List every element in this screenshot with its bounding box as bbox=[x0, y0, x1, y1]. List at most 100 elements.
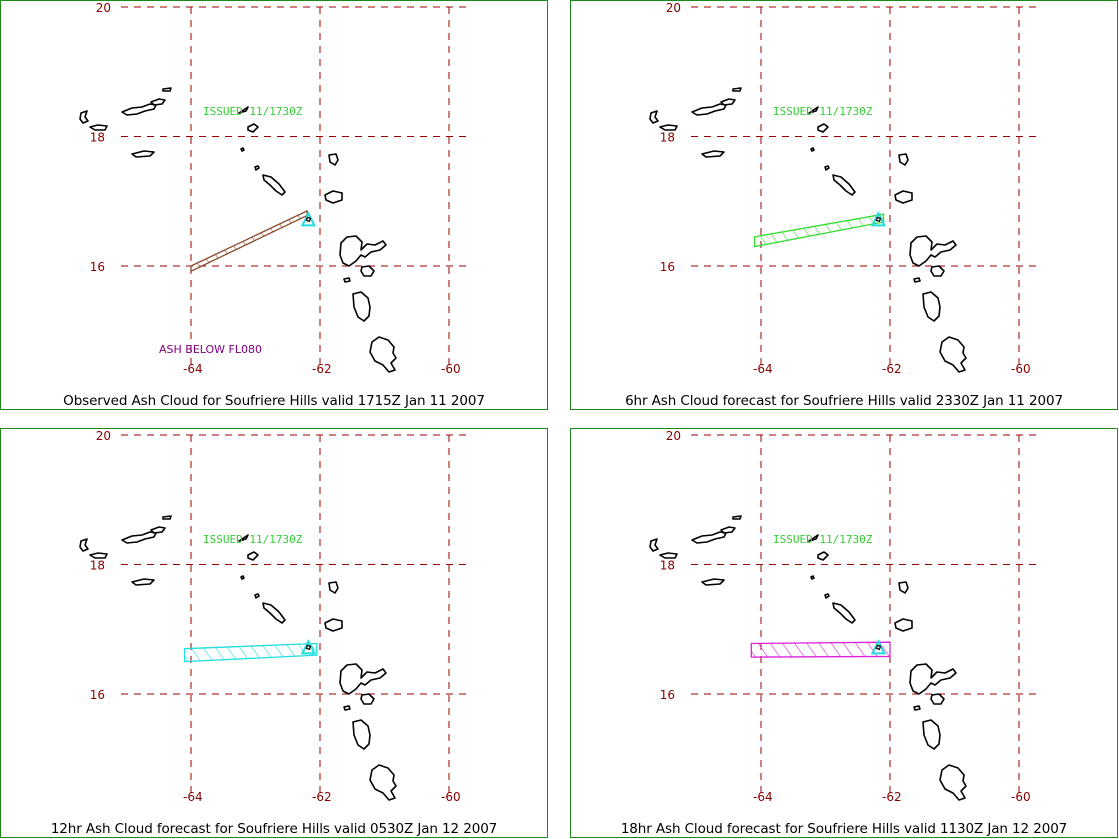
lat-label: 16 bbox=[90, 688, 105, 702]
volcano-marker bbox=[870, 211, 887, 227]
island-st-thomas bbox=[79, 538, 89, 552]
island-st-kitts bbox=[262, 174, 286, 196]
island-st-thomas bbox=[649, 110, 659, 124]
map-18hr-forecast: 20 18 16 -64 -62 -60 ISSUED 11/1730Z bbox=[649, 429, 1039, 804]
lat-label: 20 bbox=[96, 429, 111, 443]
island-dominica bbox=[352, 719, 371, 750]
island-st-kitts bbox=[832, 174, 856, 196]
lat-label: 20 bbox=[666, 1, 681, 15]
island-montserrat bbox=[875, 644, 882, 651]
island-st-thomas bbox=[649, 538, 659, 552]
map-12hr-forecast: 20 18 16 -64 -62 -60 ISSUED 11/1730Z bbox=[79, 429, 469, 804]
island-barbuda bbox=[898, 581, 909, 594]
island-dominica bbox=[922, 719, 941, 750]
island-st-croix bbox=[131, 578, 155, 586]
panel-12hr-forecast: 20 18 16 -64 -62 -60 ISSUED 11/1730Z 12hr Ash … bbox=[0, 428, 548, 838]
lon-label: -60 bbox=[1011, 790, 1031, 804]
panel-caption: 18hr Ash Cloud forecast for Soufriere Hi… bbox=[620, 821, 1068, 837]
island-st-martin bbox=[817, 551, 829, 561]
ash-cloud bbox=[750, 641, 891, 658]
lon-label: -62 bbox=[312, 362, 332, 376]
island-marie-galante bbox=[930, 693, 945, 705]
island-martinique bbox=[369, 764, 397, 801]
island-marie-galante bbox=[360, 693, 375, 705]
lon-label: -64 bbox=[753, 362, 773, 376]
island-dominica bbox=[352, 291, 371, 322]
island-anegada bbox=[732, 87, 742, 92]
lon-label: -62 bbox=[882, 790, 902, 804]
island-statia bbox=[824, 593, 830, 599]
island-barbuda bbox=[328, 153, 339, 166]
island-st-croix bbox=[701, 150, 725, 158]
panel-caption: 6hr Ash Cloud forecast for Soufriere Hil… bbox=[625, 393, 1063, 409]
island-anguilla bbox=[808, 106, 819, 114]
island-barbuda bbox=[898, 153, 909, 166]
island-saba bbox=[810, 147, 815, 152]
island-st-kitts bbox=[262, 602, 286, 624]
island-statia bbox=[824, 165, 830, 171]
lon-label: -60 bbox=[441, 790, 461, 804]
lat-label: 16 bbox=[660, 688, 675, 702]
island-antigua bbox=[894, 190, 913, 204]
map-6hr-forecast: 20 18 16 -64 -62 -60 ISSUED 11/1730Z bbox=[649, 1, 1039, 376]
island-guadeloupe bbox=[339, 235, 387, 267]
lon-label: -60 bbox=[1011, 362, 1031, 376]
island-st-martin bbox=[247, 123, 259, 133]
lon-label: -64 bbox=[183, 362, 203, 376]
volcano-marker bbox=[300, 639, 317, 655]
panel-6hr-forecast: 20 18 16 -64 -62 -60 ISSUED 11/1730Z 6hr Ash C… bbox=[570, 0, 1118, 410]
island-guadeloupe bbox=[909, 663, 957, 695]
island-martinique bbox=[939, 764, 967, 801]
island-st-kitts bbox=[832, 602, 856, 624]
island-saba bbox=[810, 575, 815, 580]
island-les-saintes bbox=[343, 277, 351, 283]
lon-label: -64 bbox=[183, 790, 203, 804]
island-st-john bbox=[659, 124, 678, 131]
island-st-thomas bbox=[79, 110, 89, 124]
island-anguilla bbox=[808, 534, 819, 542]
island-statia bbox=[254, 593, 260, 599]
island-marie-galante bbox=[360, 265, 375, 277]
lat-label: 18 bbox=[90, 131, 105, 145]
island-tortola bbox=[121, 531, 157, 544]
island-virgin-gorda bbox=[150, 98, 166, 106]
lat-label: 18 bbox=[660, 131, 675, 145]
panel-caption: Observed Ash Cloud for Soufriere Hills v… bbox=[63, 393, 485, 409]
island-les-saintes bbox=[343, 705, 351, 711]
island-st-croix bbox=[701, 578, 725, 586]
island-barbuda bbox=[328, 581, 339, 594]
island-martinique bbox=[939, 336, 967, 373]
ash-level-note: ASH BELOW FL080 bbox=[159, 343, 262, 356]
island-montserrat bbox=[305, 644, 312, 651]
island-saba bbox=[240, 147, 245, 152]
lat-label: 20 bbox=[96, 1, 111, 15]
island-st-john bbox=[89, 552, 108, 559]
island-statia bbox=[254, 165, 260, 171]
panel-caption: 12hr Ash Cloud forecast for Soufriere Hi… bbox=[50, 821, 498, 837]
island-guadeloupe bbox=[909, 235, 957, 267]
lat-label: 20 bbox=[666, 429, 681, 443]
island-anguilla bbox=[238, 534, 249, 542]
issued-label: ISSUED 11/1730Z bbox=[203, 533, 303, 546]
panel-observed: 20 18 16 -64 -62 -60 ISSUED 11/1730Z ASH BELOW … bbox=[0, 0, 548, 410]
island-st-martin bbox=[247, 551, 259, 561]
island-virgin-gorda bbox=[150, 526, 166, 534]
lon-label: -60 bbox=[441, 362, 461, 376]
island-tortola bbox=[691, 103, 727, 116]
issued-label: ISSUED 11/1730Z bbox=[773, 533, 873, 546]
lon-label: -62 bbox=[312, 790, 332, 804]
island-martinique bbox=[369, 336, 397, 373]
ash-cloud bbox=[190, 209, 308, 273]
island-anegada bbox=[732, 515, 742, 520]
island-antigua bbox=[324, 190, 343, 204]
island-st-john bbox=[659, 552, 678, 559]
island-st-john bbox=[89, 124, 108, 131]
lat-label: 18 bbox=[660, 559, 675, 573]
island-tortola bbox=[691, 531, 727, 544]
panel-18hr-forecast: 20 18 16 -64 -62 -60 ISSUED 11/1730Z 18hr Ash … bbox=[570, 428, 1118, 838]
island-tortola bbox=[121, 103, 157, 116]
island-anguilla bbox=[238, 106, 249, 114]
lat-label: 18 bbox=[90, 559, 105, 573]
lat-label: 16 bbox=[90, 260, 105, 274]
issued-label: ISSUED 11/1730Z bbox=[203, 105, 303, 118]
